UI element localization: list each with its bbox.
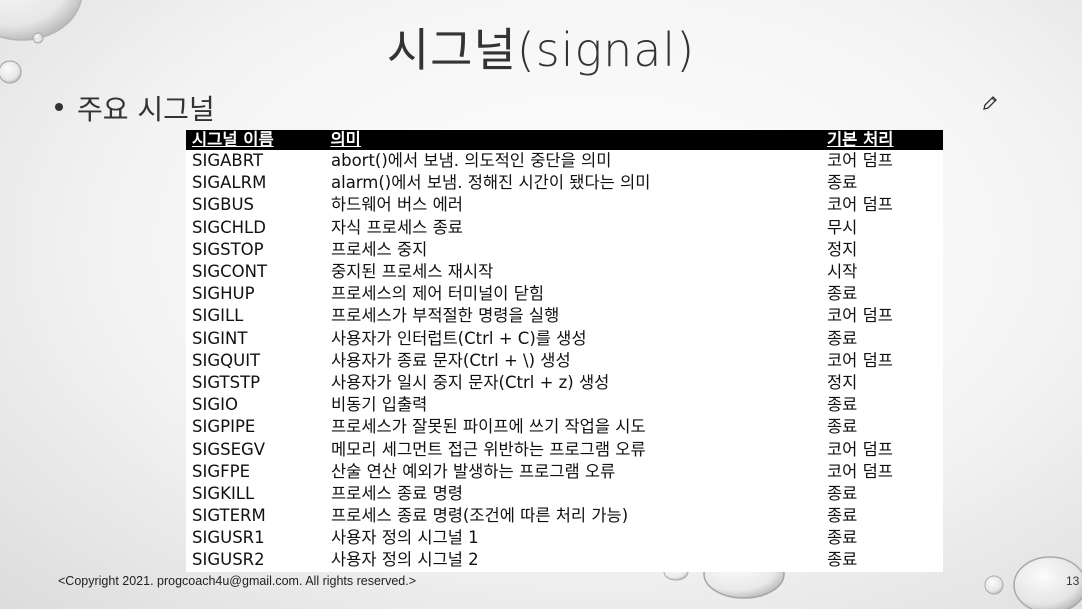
- header-default-action: 기본 처리: [821, 130, 943, 150]
- cell-default-action: 종료: [827, 506, 858, 526]
- cell-default-action: 코어 덤프: [827, 461, 893, 481]
- table-row: SIGCHLD 자식 프로세스 종료 무시: [186, 216, 943, 239]
- cell-default-action: 종료: [827, 528, 858, 548]
- cell-signal-name: SIGSTOP: [192, 239, 264, 259]
- cell-meaning: 사용자 정의 시그널 1: [324, 527, 821, 550]
- table-row: SIGALRM alarm()에서 보냄. 정해진 시간이 됐다는 의미 종료: [186, 172, 943, 195]
- cell-default-action: 코어 덤프: [827, 439, 893, 459]
- cell-signal-name: SIGUSR2: [192, 550, 265, 570]
- cell-default-action: 정지: [827, 372, 858, 392]
- cell-meaning: 사용자가 인터럽트(Ctrl + C)를 생성: [324, 327, 821, 350]
- table-row: SIGCONT 중지된 프로세스 재시작 시작: [186, 260, 943, 284]
- cell-default-action: 종료: [827, 483, 858, 503]
- bullet-item: 주요 시그널: [55, 88, 215, 128]
- table-row: SIGPIPE 프로세스가 잘못된 파이프에 쓰기 작업을 시도 종료: [186, 416, 943, 439]
- cell-meaning: 프로세스 중지: [324, 238, 821, 261]
- cell-default-action: 종료: [827, 417, 858, 437]
- page-number: 13: [1066, 574, 1080, 588]
- cell-default-action: 종료: [827, 284, 858, 304]
- cell-meaning: 프로세스 종료 명령(조건에 따른 처리 가능): [324, 505, 821, 528]
- header-meaning: 의미: [324, 130, 821, 150]
- cell-signal-name: SIGQUIT: [192, 350, 261, 370]
- cell-signal-name: SIGUSR1: [192, 528, 265, 548]
- table-row: SIGILL 프로세스가 부적절한 명령을 실행 코어 덤프: [186, 305, 943, 328]
- cell-default-action: 정지: [827, 239, 858, 259]
- slide-title: 시그널(signal): [386, 23, 696, 77]
- cell-meaning: 프로세스 종료 명령: [324, 482, 821, 505]
- cell-meaning: 중지된 프로세스 재시작: [324, 260, 821, 284]
- cell-default-action: 종료: [827, 328, 858, 348]
- cell-default-action: 무시: [827, 217, 858, 237]
- cell-meaning: 사용자가 종료 문자(Ctrl + \) 생성: [324, 349, 821, 372]
- table-row: SIGFPE 산술 연산 예외가 발생하는 프로그램 오류 코어 덤프: [186, 460, 943, 483]
- cell-meaning: 비동기 입출력: [324, 394, 821, 417]
- cell-meaning: 사용자가 일시 중지 문자(Ctrl + z) 생성: [324, 371, 821, 395]
- cell-default-action: 코어 덤프: [827, 350, 893, 370]
- cell-signal-name: SIGBUS: [192, 195, 254, 215]
- signal-table: 시그널 이름 의미 기본 처리 SIGABRT abort()에서 보냄. 의도적…: [186, 130, 943, 572]
- cell-default-action: 코어 덤프: [827, 151, 893, 171]
- cell-meaning: 산술 연산 예외가 발생하는 프로그램 오류: [324, 460, 821, 483]
- table-row: SIGIO 비동기 입출력 종료: [186, 394, 943, 417]
- pencil-icon[interactable]: [981, 94, 999, 112]
- cell-signal-name: SIGFPE: [192, 461, 250, 481]
- table-row: SIGTERM 프로세스 종료 명령(조건에 따른 처리 가능) 종료: [186, 505, 943, 528]
- cell-default-action: 종료: [827, 173, 858, 193]
- cell-meaning: 하드웨어 버스 에러: [324, 194, 821, 217]
- cell-meaning: 사용자 정의 시그널 2: [324, 549, 821, 572]
- cell-signal-name: SIGIO: [192, 395, 238, 415]
- header-signal-name: 시그널 이름: [186, 130, 325, 150]
- table-header-row: 시그널 이름 의미 기본 처리: [186, 130, 943, 150]
- cell-signal-name: SIGHUP: [192, 284, 255, 304]
- table-row: SIGINT 사용자가 인터럽트(Ctrl + C)를 생성 종료: [186, 327, 943, 350]
- cell-signal-name: SIGALRM: [192, 173, 267, 193]
- table-row: SIGUSR2 사용자 정의 시그널 2 종료: [186, 549, 943, 572]
- drop-bottom-right-small: [984, 575, 1004, 595]
- bullet-dot: [55, 103, 63, 111]
- cell-default-action: 종료: [827, 395, 858, 415]
- cell-meaning: 프로세스의 제어 터미널이 닫힘: [324, 283, 821, 306]
- cell-default-action: 코어 덤프: [827, 306, 893, 326]
- cell-default-action: 코어 덤프: [827, 195, 893, 215]
- cell-signal-name: SIGTSTP: [192, 372, 261, 392]
- table-row: SIGABRT abort()에서 보냄. 의도적인 중단을 의미 코어 덤프: [186, 150, 943, 173]
- cell-signal-name: SIGPIPE: [192, 417, 256, 437]
- cell-signal-name: SIGSEGV: [192, 439, 266, 459]
- table-row: SIGSTOP 프로세스 중지 정지: [186, 238, 943, 261]
- cell-default-action: 시작: [827, 262, 858, 282]
- cell-signal-name: SIGINT: [192, 328, 248, 348]
- table-row: SIGKILL 프로세스 종료 명령 종료: [186, 482, 943, 505]
- bullet-text: 주요 시그널: [77, 93, 215, 126]
- table-row: SIGUSR1 사용자 정의 시그널 1 종료: [186, 527, 943, 550]
- cell-signal-name: SIGABRT: [192, 151, 264, 171]
- table-row: SIGBUS 하드웨어 버스 에러 코어 덤프: [186, 194, 943, 217]
- cell-signal-name: SIGILL: [192, 306, 244, 326]
- cell-meaning: 자식 프로세스 종료: [324, 216, 821, 239]
- table-row: SIGSEGV 메모리 세그먼트 접근 위반하는 프로그램 오류 코어 덤프: [186, 438, 943, 461]
- cell-meaning: abort()에서 보냄. 의도적인 중단을 의미: [324, 150, 821, 173]
- table-row: SIGQUIT 사용자가 종료 문자(Ctrl + \) 생성 코어 덤프: [186, 349, 943, 372]
- cell-default-action: 종료: [827, 550, 858, 570]
- cell-signal-name: SIGCHLD: [192, 217, 266, 237]
- cell-meaning: 메모리 세그먼트 접근 위반하는 프로그램 오류: [324, 438, 821, 461]
- table-row: SIGTSTP 사용자가 일시 중지 문자(Ctrl + z) 생성 정지: [186, 371, 943, 395]
- cell-meaning: alarm()에서 보냄. 정해진 시간이 됐다는 의미: [324, 172, 821, 195]
- copyright-footer: <Copyright 2021. progcoach4u@gmail.com. …: [58, 574, 417, 588]
- cell-signal-name: SIGKILL: [192, 483, 255, 503]
- cell-meaning: 프로세스가 잘못된 파이프에 쓰기 작업을 시도: [324, 416, 821, 439]
- table-body: SIGABRT abort()에서 보냄. 의도적인 중단을 의미 코어 덤프 SIG…: [186, 150, 943, 572]
- cell-meaning: 프로세스가 부적절한 명령을 실행: [324, 305, 821, 328]
- cell-signal-name: SIGTERM: [192, 506, 266, 526]
- cell-signal-name: SIGCONT: [192, 262, 268, 282]
- table-row: SIGHUP 프로세스의 제어 터미널이 닫힘 종료: [186, 283, 943, 306]
